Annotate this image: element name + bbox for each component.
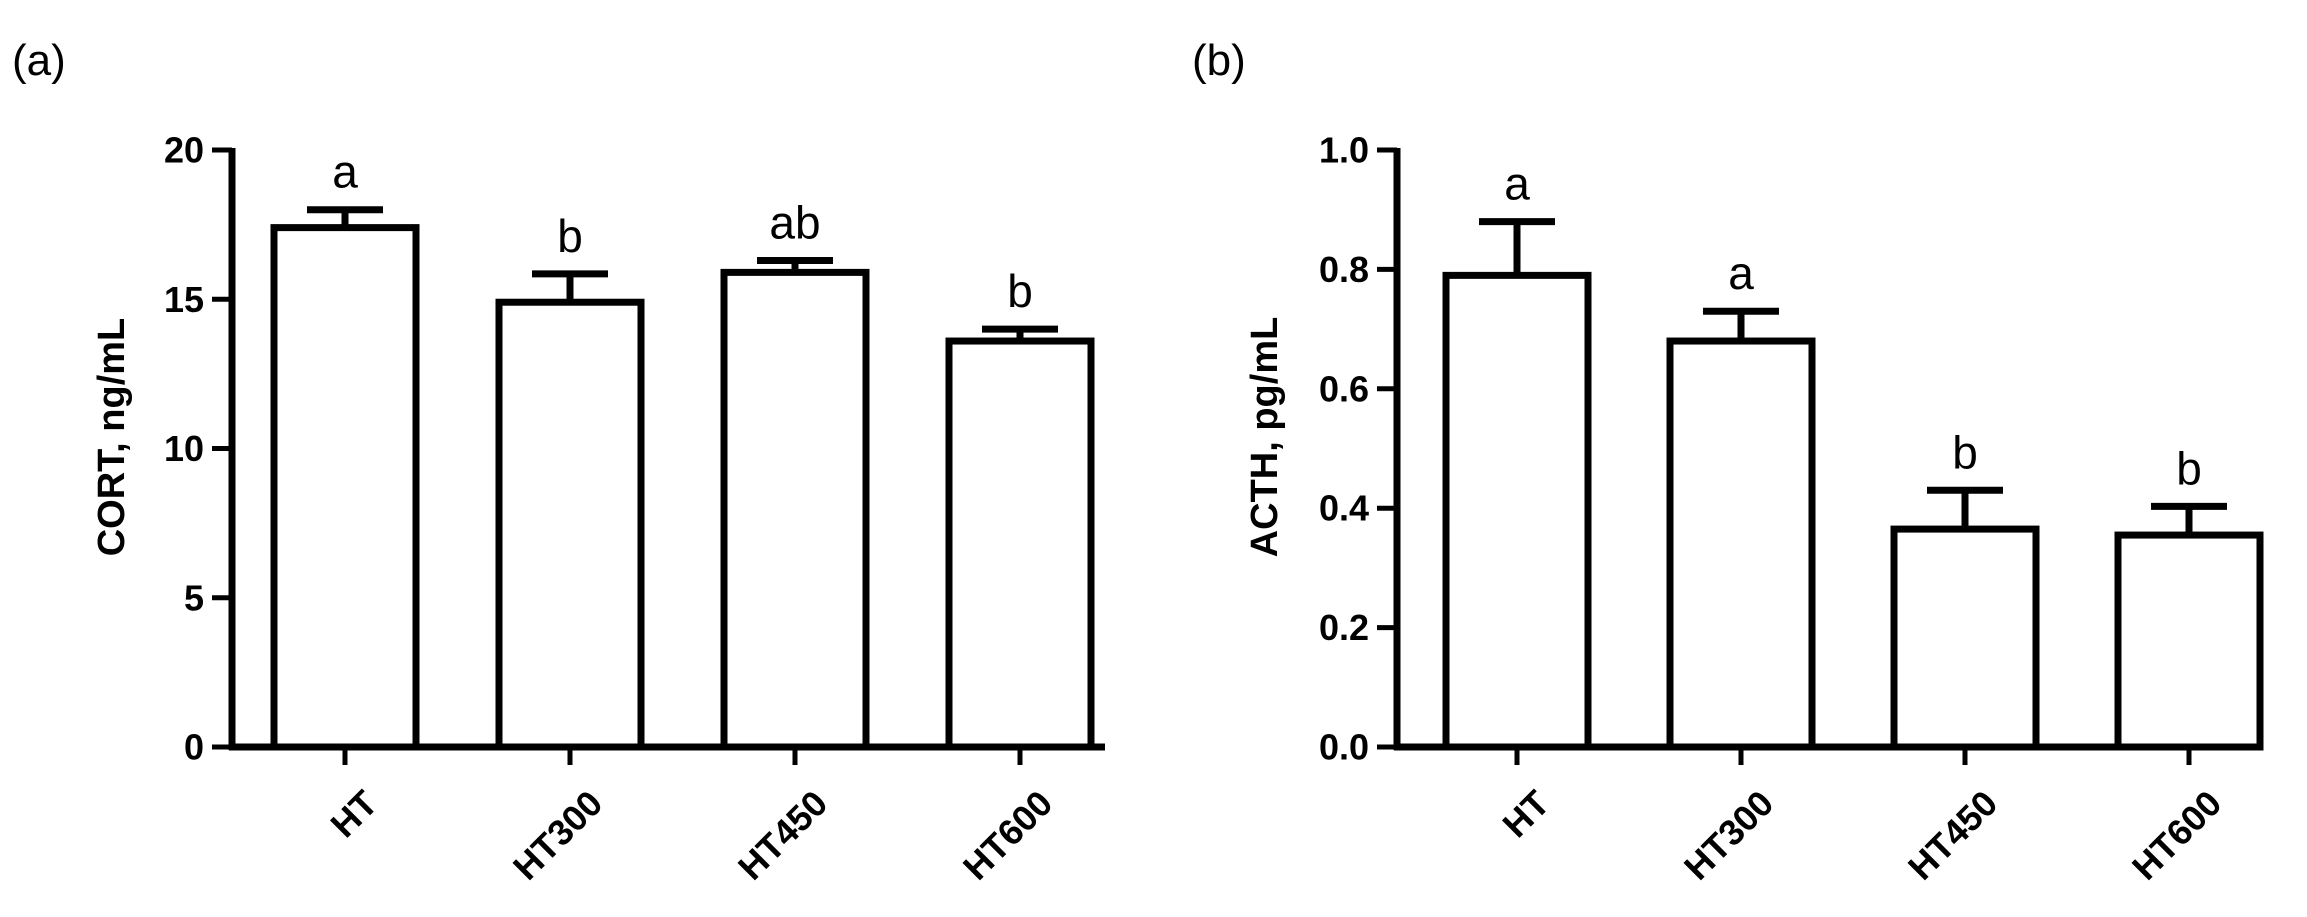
- panel-b-axes: [1393, 148, 2252, 765]
- bar-ht300: [1666, 337, 1816, 751]
- significance-letter-ht: a: [332, 146, 358, 198]
- y-tick-label-1: 5: [184, 577, 204, 618]
- bar-ht450: [720, 268, 870, 751]
- significance-letter-ht600: b: [2176, 442, 2202, 494]
- significance-letter-ht450: b: [1952, 426, 1978, 478]
- bar-ht450: [1890, 525, 2040, 751]
- significance-letter-ht600: b: [1007, 265, 1033, 317]
- y-tick-label-2: 0.4: [1319, 488, 1369, 529]
- y-tick-label-1: 0.2: [1319, 607, 1369, 648]
- y-tick-label-0: 0.0: [1319, 727, 1369, 768]
- panel-a-y-axis-title: CORT, ng/mL: [91, 318, 133, 557]
- y-tick-label-0: 0: [184, 727, 204, 768]
- bar-ht600: [945, 337, 1095, 751]
- panel-a-significance-letters: ab abb: [332, 146, 1033, 317]
- bar-ht: [1442, 271, 1592, 751]
- bar-ht300: [495, 298, 645, 751]
- significance-letter-ht300: b: [557, 210, 583, 262]
- significance-letter-ht450: ab: [769, 196, 820, 248]
- y-tick-label-4: 20: [164, 130, 204, 171]
- panel-b-label: (b): [1192, 36, 1246, 85]
- bar-ht600: [2114, 531, 2264, 751]
- panel-b-y-ticks: 0.0 0.2 0.4 0.6 0.8 1.0: [1319, 130, 1397, 768]
- significance-letter-ht300: a: [1728, 247, 1754, 299]
- panel-b-bars: [1442, 218, 2264, 751]
- y-tick-label-2: 10: [164, 428, 204, 469]
- panel-b-y-axis-title: ACTH, pg/mL: [1244, 317, 1286, 558]
- panel-a-y-ticks: 0 5 10 15 20: [164, 130, 232, 768]
- y-tick-label-4: 0.8: [1319, 249, 1369, 290]
- panel-b-significance-letters: a a b b: [1504, 158, 2202, 495]
- bar-ht: [270, 224, 420, 751]
- y-tick-label-3: 0.6: [1319, 368, 1369, 409]
- y-tick-label-5: 1.0: [1319, 130, 1369, 171]
- y-tick-label-3: 15: [164, 279, 204, 320]
- panel-a-bars: [270, 206, 1095, 751]
- panel-a-label: (a): [12, 36, 66, 85]
- significance-letter-ht: a: [1504, 158, 1530, 210]
